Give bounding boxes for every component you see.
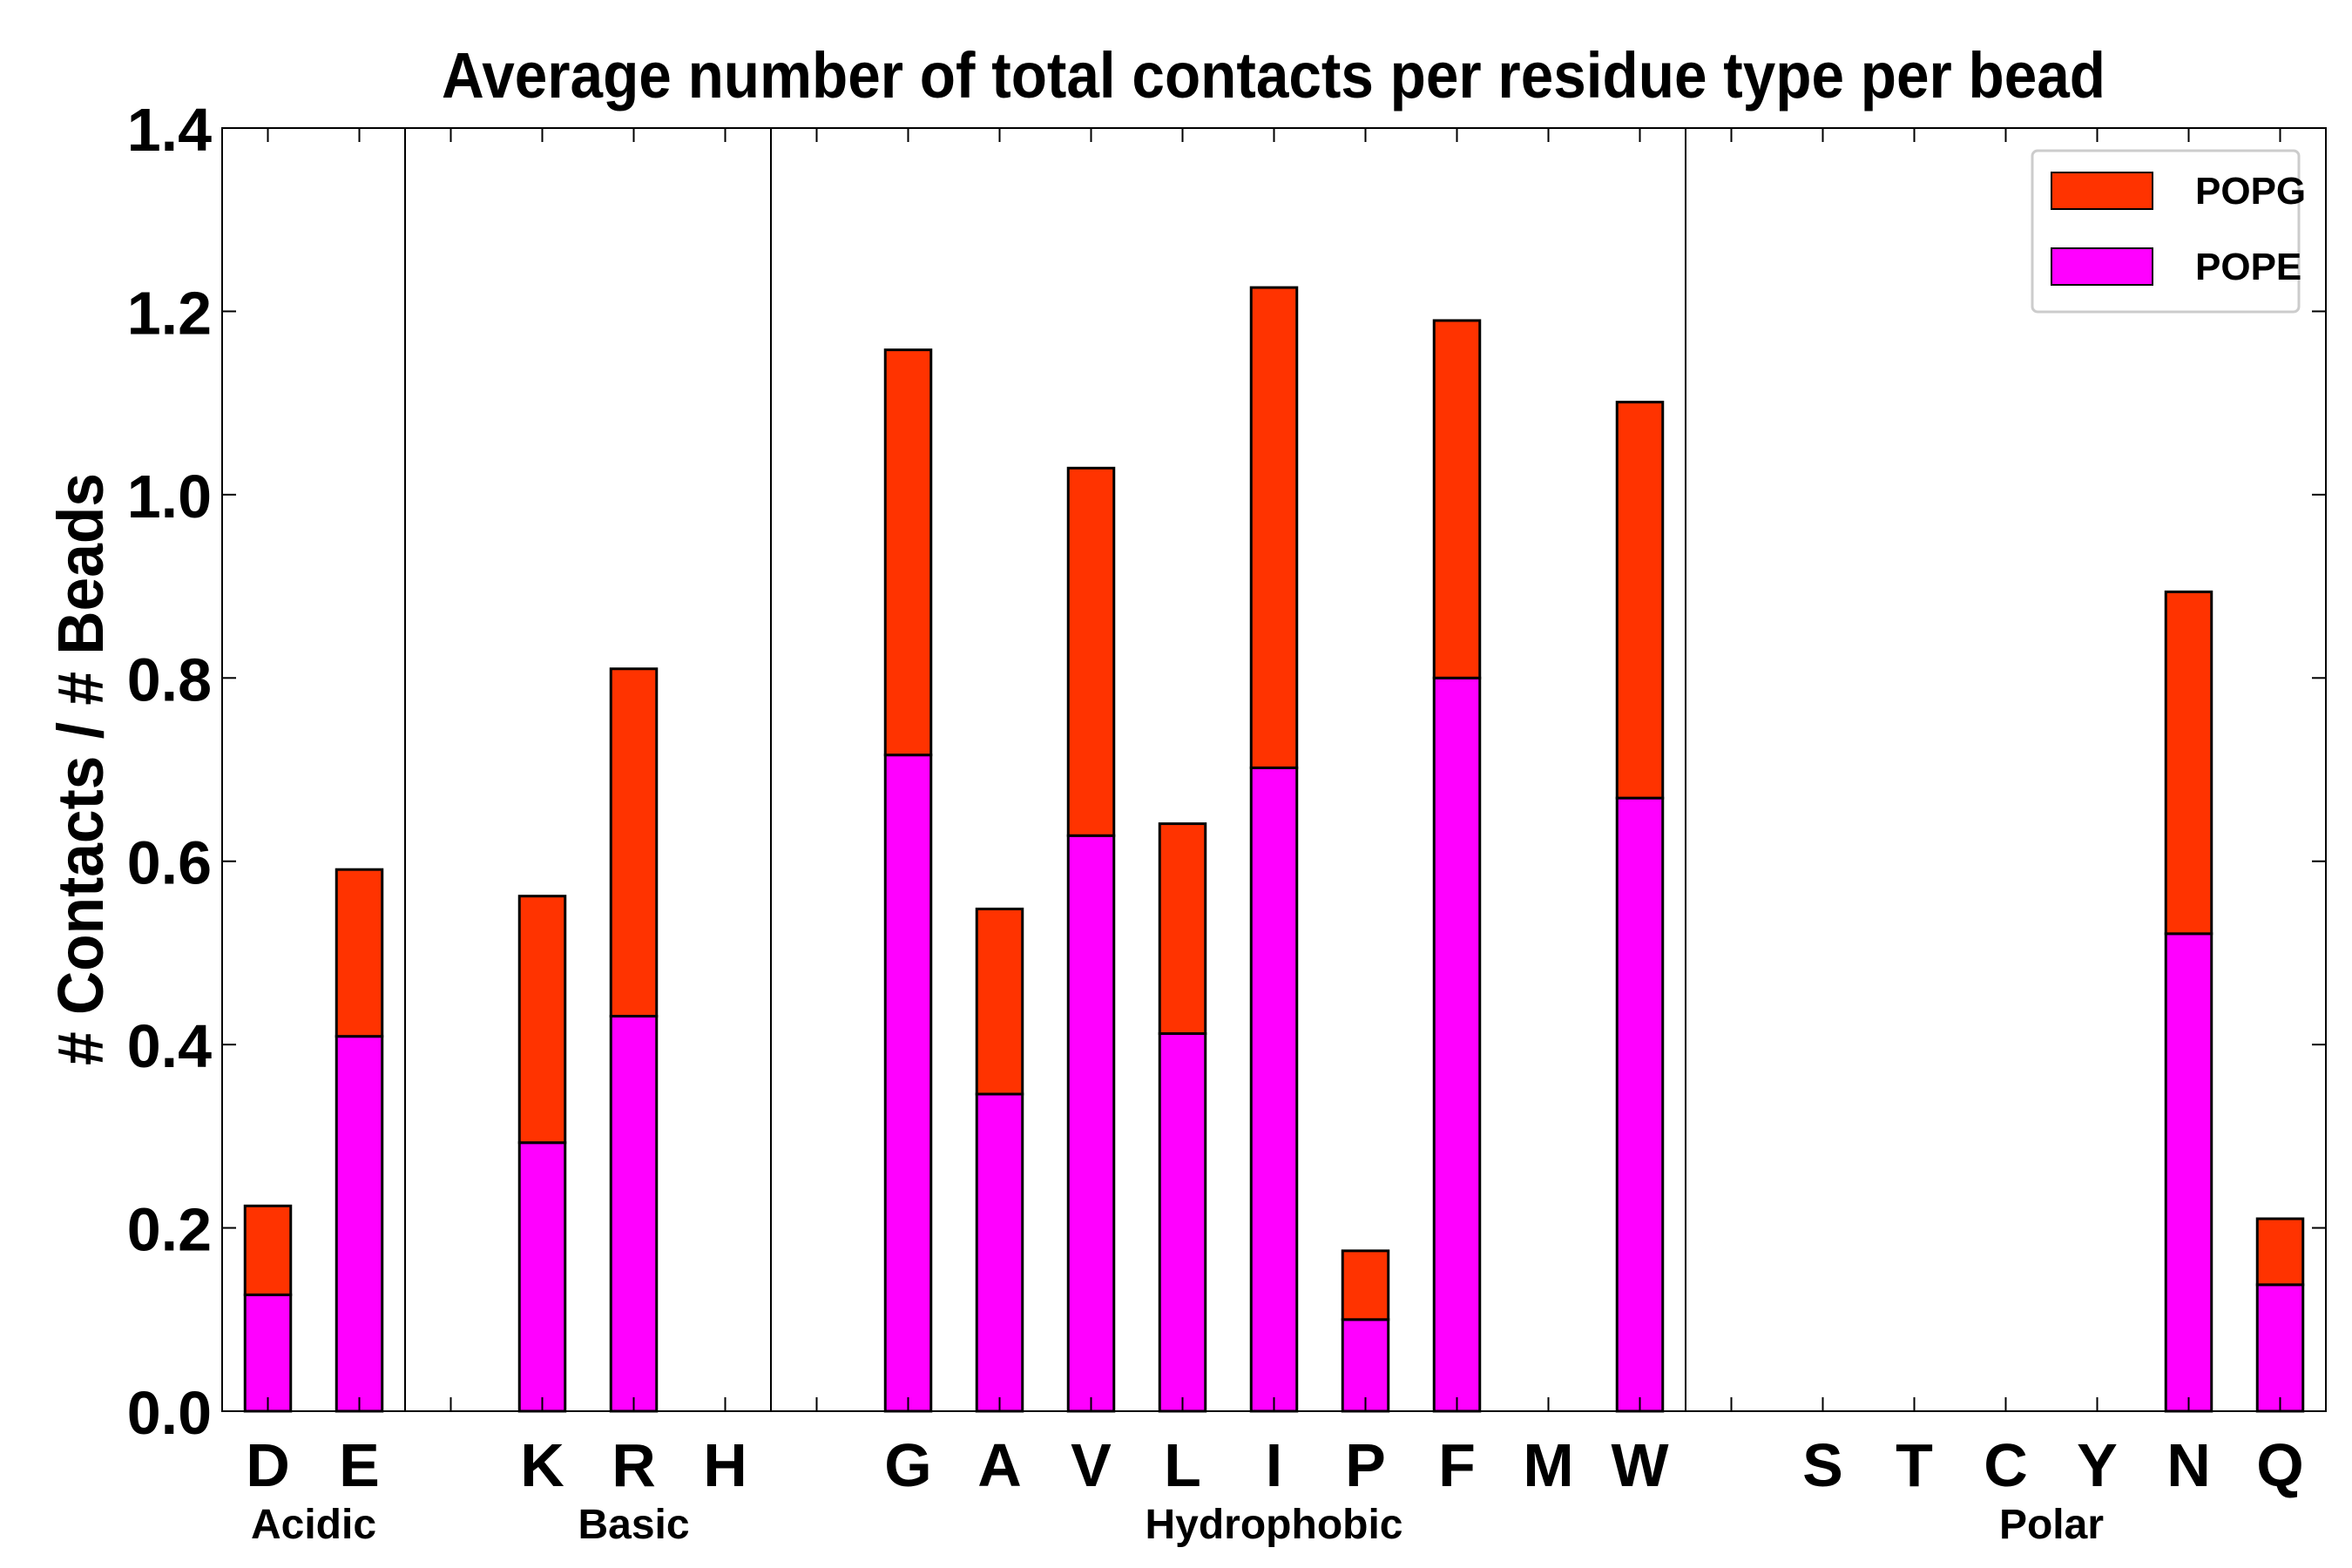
- y-tick-labels: 0.0 0.2 0.4 0.6 0.8 1.0 1.2 1.4: [127, 96, 212, 1447]
- x-tick-label-v: V: [1071, 1431, 1112, 1499]
- x-tick-label-m: M: [1523, 1431, 1573, 1499]
- legend-swatch-popg: [2051, 172, 2153, 210]
- x-tick-label-i: I: [1266, 1431, 1282, 1499]
- x-tick-label-h: H: [703, 1431, 747, 1499]
- y-tick-label-7: 1.4: [127, 96, 212, 164]
- chart-title: Average number of total contacts per res…: [442, 39, 2105, 112]
- bar-popg-p: [1341, 1249, 1390, 1321]
- bar-popg-d: [243, 1204, 293, 1296]
- bar-popg-l: [1158, 822, 1207, 1036]
- x-tick-label-e: E: [339, 1431, 380, 1499]
- bar-pope-n: [2164, 932, 2213, 1413]
- x-tick-label-r: R: [612, 1431, 656, 1499]
- group-label-basic: Basic: [578, 1502, 689, 1548]
- x-tick-label-l: L: [1164, 1431, 1201, 1499]
- x-tick-label-y: Y: [2077, 1431, 2118, 1499]
- bar-pope-d: [243, 1293, 293, 1413]
- axis-ticks: [222, 127, 2326, 1412]
- legend-label-pope: POPE: [2195, 246, 2301, 288]
- bar-popg-n: [2164, 590, 2213, 936]
- bar-popg-a: [975, 907, 1024, 1096]
- y-tick-label-2: 0.4: [127, 1012, 212, 1080]
- y-tick-label-3: 0.6: [127, 829, 212, 897]
- legend: POPG POPE: [2031, 149, 2306, 314]
- legend-label-popg: POPG: [2195, 170, 2306, 213]
- group-labels: Acidic Basic Hydrophobic Polar: [251, 1502, 2104, 1548]
- bar-pope-a: [975, 1092, 1024, 1413]
- bar-pope-g: [883, 754, 933, 1413]
- bar-popg-w: [1615, 401, 1665, 800]
- x-tick-label-p: P: [1345, 1431, 1386, 1499]
- x-tick-label-k: K: [520, 1431, 564, 1499]
- bars-layer: [243, 286, 2305, 1413]
- x-tick-label-w: W: [1611, 1431, 1668, 1499]
- group-separators: [404, 128, 1686, 1411]
- group-label-polar: Polar: [1999, 1502, 2104, 1548]
- bar-pope-r: [609, 1015, 659, 1413]
- y-tick-label-4: 0.8: [127, 645, 212, 713]
- bar-pope-q: [2255, 1283, 2305, 1413]
- bar-popg-e: [335, 868, 384, 1038]
- bar-pope-f: [1432, 676, 1482, 1413]
- group-label-hydrophobic: Hydrophobic: [1146, 1502, 1403, 1548]
- x-tick-label-s: S: [1802, 1431, 1843, 1499]
- x-tick-label-n: N: [2166, 1431, 2211, 1499]
- bar-pope-k: [517, 1141, 567, 1413]
- bar-popg-f: [1432, 319, 1482, 679]
- x-tick-label-d: D: [246, 1431, 290, 1499]
- bar-popg-r: [609, 667, 659, 1018]
- x-tick-label-f: F: [1438, 1431, 1476, 1499]
- y-tick-label-5: 1.0: [127, 463, 212, 531]
- group-label-acidic: Acidic: [251, 1502, 376, 1548]
- x-tick-label-t: T: [1896, 1431, 1933, 1499]
- x-tick-label-q: Q: [2256, 1431, 2303, 1499]
- bar-pope-p: [1341, 1318, 1390, 1413]
- y-axis-label: # Contacts / # Beads: [44, 473, 117, 1065]
- bar-popg-q: [2255, 1217, 2305, 1287]
- y-tick-label-6: 1.2: [127, 279, 212, 347]
- bar-pope-i: [1249, 766, 1299, 1413]
- y-tick-label-1: 0.2: [127, 1196, 212, 1264]
- x-tick-label-g: G: [884, 1431, 931, 1499]
- x-tick-label-a: A: [977, 1431, 1022, 1499]
- bar-popg-v: [1066, 466, 1116, 837]
- bar-popg-g: [883, 348, 933, 757]
- bar-pope-l: [1158, 1032, 1207, 1413]
- bar-pope-v: [1066, 834, 1116, 1413]
- bar-popg-i: [1249, 286, 1299, 769]
- bar-pope-w: [1615, 796, 1665, 1413]
- x-tick-label-c: C: [1984, 1431, 2028, 1499]
- legend-swatch-pope: [2051, 247, 2153, 286]
- bar-popg-k: [517, 895, 567, 1145]
- bar-pope-e: [335, 1035, 384, 1413]
- y-tick-label-0: 0.0: [127, 1379, 212, 1447]
